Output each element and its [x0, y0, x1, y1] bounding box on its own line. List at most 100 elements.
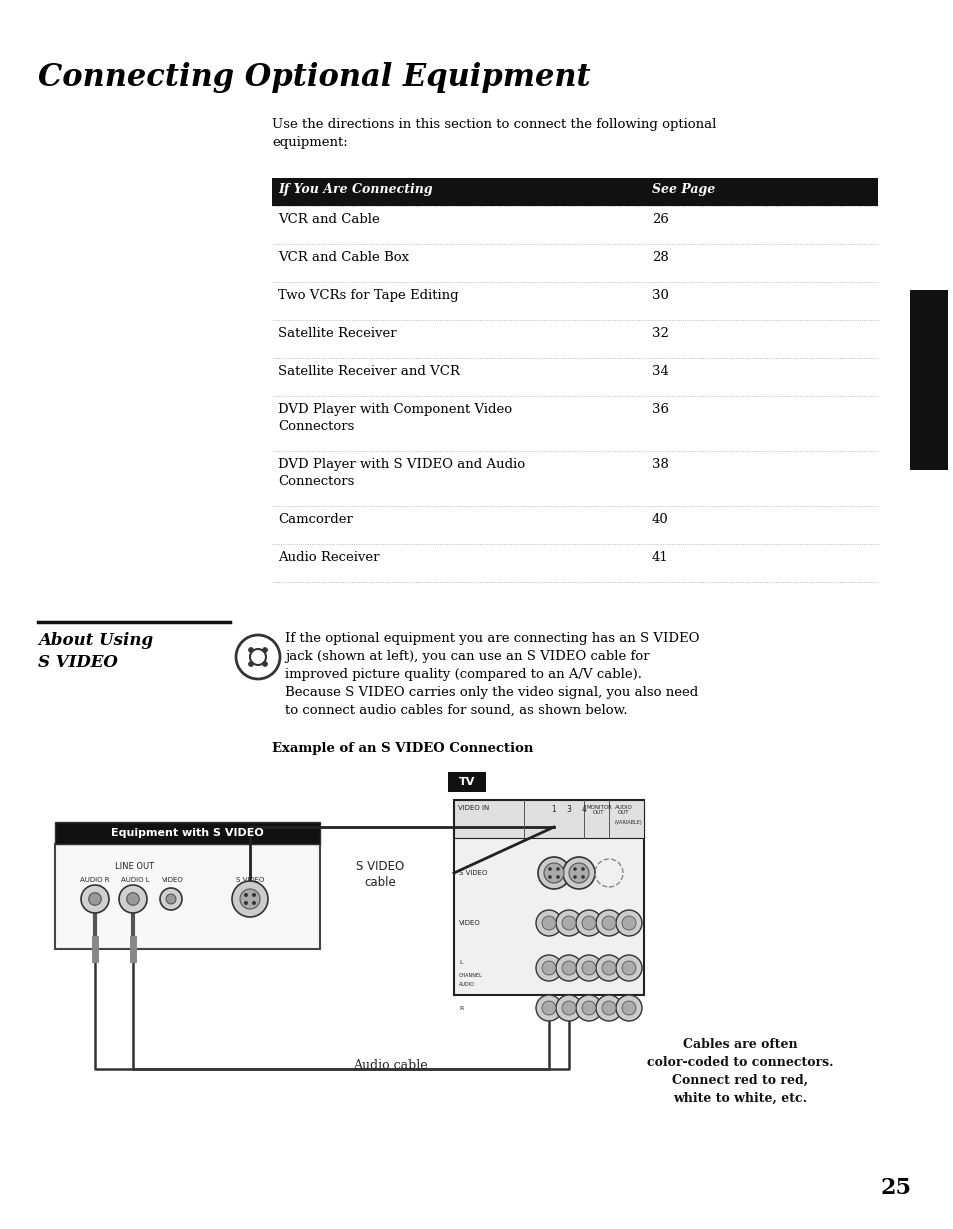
Circle shape [581, 916, 596, 930]
Circle shape [536, 909, 561, 936]
Circle shape [252, 901, 255, 905]
Text: VCR and Cable: VCR and Cable [277, 213, 379, 226]
Circle shape [581, 1000, 596, 1015]
FancyBboxPatch shape [55, 822, 319, 844]
Text: If You Are Connecting: If You Are Connecting [277, 183, 432, 195]
Text: 1: 1 [551, 805, 556, 814]
Circle shape [248, 648, 253, 653]
Text: AUDIO R: AUDIO R [80, 878, 110, 882]
Circle shape [616, 995, 641, 1021]
Circle shape [248, 661, 253, 666]
Text: DVD Player with S VIDEO and Audio
Connectors: DVD Player with S VIDEO and Audio Connec… [277, 458, 524, 488]
Circle shape [541, 961, 556, 975]
Text: Camcorder: Camcorder [277, 512, 353, 526]
Circle shape [252, 893, 255, 897]
Text: Connecting Optional Equipment: Connecting Optional Equipment [38, 61, 590, 93]
FancyBboxPatch shape [454, 800, 643, 995]
Circle shape [541, 916, 556, 930]
Circle shape [621, 1000, 636, 1015]
Circle shape [240, 889, 260, 909]
Circle shape [556, 875, 559, 879]
Text: See Page: See Page [651, 183, 715, 195]
Text: Audio cable: Audio cable [353, 1059, 427, 1072]
Text: TV: TV [458, 777, 475, 787]
Bar [909, 290, 947, 469]
Circle shape [541, 1000, 556, 1015]
Circle shape [616, 909, 641, 936]
Text: Example of an S VIDEO Connection: Example of an S VIDEO Connection [272, 742, 533, 755]
Text: 30: 30 [651, 289, 668, 302]
Text: VIDEO: VIDEO [458, 921, 480, 925]
Circle shape [81, 885, 109, 913]
Circle shape [621, 961, 636, 975]
Circle shape [601, 916, 616, 930]
Circle shape [561, 1000, 576, 1015]
Circle shape [232, 881, 268, 917]
Text: R: R [458, 1005, 463, 1010]
Circle shape [536, 955, 561, 981]
Text: LINE OUT: LINE OUT [115, 862, 154, 871]
Text: CHANNEL: CHANNEL [458, 973, 482, 978]
Text: MONITOR
OUT: MONITOR OUT [585, 805, 611, 815]
Text: AUDIO
OUT: AUDIO OUT [615, 805, 632, 815]
Text: 34: 34 [651, 365, 668, 379]
FancyBboxPatch shape [55, 844, 319, 949]
Circle shape [166, 893, 175, 905]
Text: Audio Receiver: Audio Receiver [277, 551, 379, 564]
Text: (VARIABLE): (VARIABLE) [615, 820, 642, 825]
Circle shape [244, 901, 248, 905]
Text: 3: 3 [566, 805, 571, 814]
Text: About Using
S VIDEO: About Using S VIDEO [38, 632, 153, 671]
Text: 38: 38 [651, 458, 668, 471]
Text: S VIDEO
cable: S VIDEO cable [355, 860, 404, 889]
Circle shape [568, 863, 588, 882]
Text: 4: 4 [581, 805, 586, 814]
Text: Equipment with S VIDEO: Equipment with S VIDEO [111, 828, 264, 838]
Circle shape [576, 955, 601, 981]
Circle shape [262, 648, 267, 653]
Text: 36: 36 [651, 403, 668, 415]
Text: VCR and Cable Box: VCR and Cable Box [277, 251, 409, 264]
Circle shape [580, 875, 584, 879]
Circle shape [244, 893, 248, 897]
Text: VIDEO: VIDEO [162, 878, 184, 882]
Circle shape [596, 955, 621, 981]
Text: 25: 25 [880, 1177, 911, 1200]
Text: 41: 41 [651, 551, 668, 564]
Circle shape [601, 961, 616, 975]
Circle shape [556, 995, 581, 1021]
Circle shape [576, 995, 601, 1021]
Text: AUDIO: AUDIO [458, 982, 475, 987]
Circle shape [119, 885, 147, 913]
Circle shape [160, 889, 182, 909]
Text: L: L [458, 960, 462, 965]
Circle shape [573, 875, 577, 879]
Circle shape [561, 961, 576, 975]
Circle shape [562, 857, 595, 889]
Circle shape [561, 916, 576, 930]
Circle shape [262, 661, 267, 666]
Text: S VIDEO: S VIDEO [235, 878, 264, 882]
Circle shape [580, 868, 584, 871]
Circle shape [616, 955, 641, 981]
Circle shape [556, 955, 581, 981]
Circle shape [89, 892, 101, 906]
Circle shape [556, 868, 559, 871]
Text: Satellite Receiver and VCR: Satellite Receiver and VCR [277, 365, 459, 379]
Circle shape [543, 863, 563, 882]
Text: S VIDEO: S VIDEO [458, 870, 487, 876]
Circle shape [127, 892, 139, 906]
Circle shape [601, 1000, 616, 1015]
Text: 28: 28 [651, 251, 668, 264]
FancyBboxPatch shape [272, 178, 877, 206]
Text: If the optional equipment you are connecting has an S VIDEO
jack (shown at left): If the optional equipment you are connec… [285, 632, 699, 717]
Circle shape [576, 909, 601, 936]
Circle shape [573, 868, 577, 871]
FancyBboxPatch shape [454, 800, 643, 838]
Text: 26: 26 [651, 213, 668, 226]
Text: AUDIO L: AUDIO L [121, 878, 150, 882]
Circle shape [556, 909, 581, 936]
Text: Satellite Receiver: Satellite Receiver [277, 327, 396, 340]
Circle shape [548, 875, 551, 879]
Text: 32: 32 [651, 327, 668, 340]
